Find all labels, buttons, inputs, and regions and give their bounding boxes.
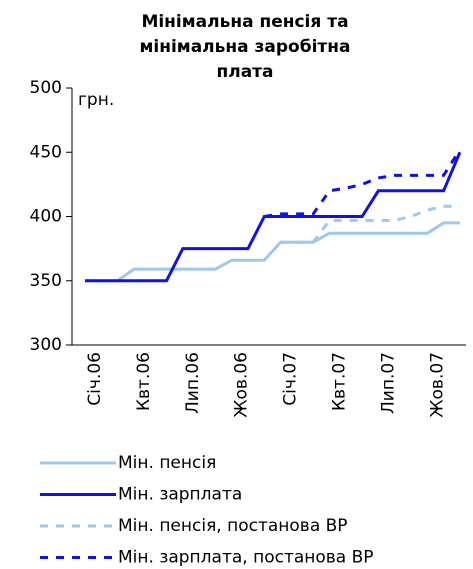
y-tick-label: 400 <box>30 207 62 227</box>
chart-title: плата <box>217 62 274 82</box>
series-line <box>280 204 460 244</box>
legend-label: Мін. пенсія, постанова ВР <box>118 516 348 536</box>
series-line <box>85 151 462 283</box>
y-tick-label: 500 <box>30 78 62 98</box>
x-tick-label: Січ.06 <box>85 352 105 406</box>
x-tick-label: Жов.07 <box>427 352 447 418</box>
legend-label: Мін. зарплата <box>118 485 242 505</box>
y-tick-label: 350 <box>30 271 62 291</box>
x-tick-label: Лип.07 <box>378 352 398 414</box>
series-line <box>85 221 460 283</box>
chart-title: мінімальна заробітна <box>140 37 351 57</box>
y-tick-label: 450 <box>30 142 62 162</box>
x-tick-label: Лип.06 <box>183 352 203 414</box>
x-tick-label: Січ.07 <box>281 352 301 406</box>
y-tick-label: 300 <box>30 335 62 355</box>
series-line <box>264 148 462 218</box>
x-tick-label: Квт.07 <box>330 352 350 411</box>
y-axis-label: грн. <box>78 90 114 110</box>
x-tick-label: Квт.06 <box>134 352 154 411</box>
legend-label: Мін. зарплата, постанова ВР <box>118 548 374 568</box>
x-tick-label: Жов.06 <box>232 352 252 418</box>
legend-label: Мін. пенсія <box>118 453 216 473</box>
chart-title: Мінімальна пенсія та <box>141 12 348 32</box>
